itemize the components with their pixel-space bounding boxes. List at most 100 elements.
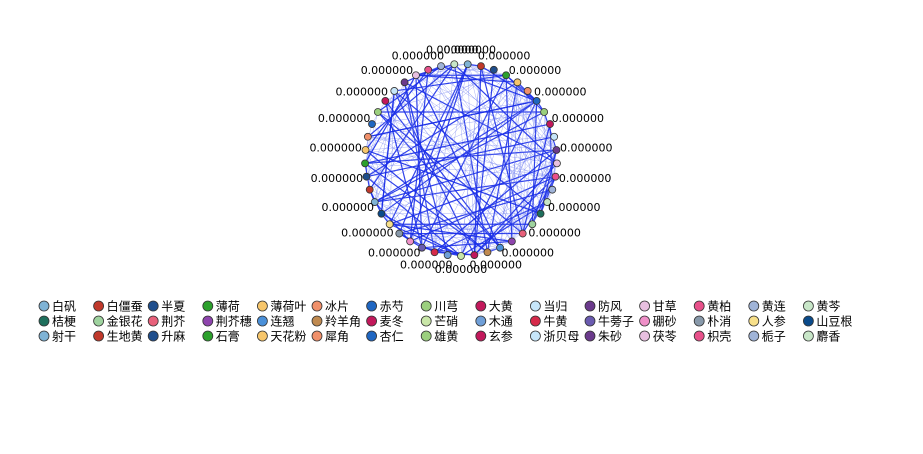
node-label: 0.000000: [400, 259, 453, 272]
node: [496, 243, 504, 252]
edge: [364, 123, 551, 164]
edge: [440, 65, 556, 177]
edge: [467, 64, 557, 151]
node: [370, 198, 379, 206]
node: [518, 229, 527, 238]
edge: [409, 90, 528, 242]
node: [437, 62, 445, 70]
legend-marker: [366, 330, 378, 342]
node: [406, 237, 415, 246]
legend-marker: [693, 315, 705, 327]
edge: [367, 111, 545, 138]
legend-marker: [256, 315, 268, 327]
edges: [364, 63, 558, 257]
node-label: 0.000000: [548, 201, 601, 214]
edge: [447, 201, 548, 256]
legend-label: 大黄: [489, 300, 513, 314]
edge: [434, 82, 518, 253]
edge: [467, 64, 555, 137]
edge: [421, 136, 555, 248]
edge: [380, 90, 395, 214]
edge: [364, 82, 405, 164]
legend-marker: [693, 300, 705, 312]
legend-marker: [420, 330, 432, 342]
edge: [365, 69, 494, 151]
legend-marker: [256, 330, 268, 342]
legend-label: 浙贝母: [543, 330, 579, 344]
legend-marker: [202, 300, 214, 312]
edge: [385, 100, 462, 257]
node: [477, 62, 485, 70]
node: [528, 220, 537, 229]
legend-label: 雄黄: [434, 329, 458, 344]
edge: [473, 66, 482, 256]
edge: [377, 111, 553, 190]
legend-label: 犀角: [325, 330, 349, 344]
edge: [364, 69, 494, 164]
legend-label: 桔梗: [52, 314, 76, 329]
node: [457, 252, 465, 260]
legend-label: 川芎: [434, 300, 458, 314]
legend-label: 木通: [489, 315, 513, 329]
node: [430, 248, 439, 257]
node-label: 0.000000: [534, 85, 587, 98]
legend-label: 升麻: [161, 329, 185, 344]
edge: [366, 176, 488, 253]
edge: [415, 75, 513, 242]
legend-label: 羚羊角: [325, 314, 361, 329]
legend-marker: [311, 315, 323, 327]
legend-label: 连翘: [270, 314, 294, 329]
legend-marker: [38, 300, 50, 312]
edge: [434, 149, 557, 253]
node: [450, 60, 459, 69]
legend-label: 芒硝: [434, 314, 458, 329]
edge: [403, 82, 449, 256]
legend-label: 朱砂: [598, 330, 622, 344]
edge: [367, 136, 556, 177]
node: [395, 229, 404, 238]
edge: [474, 241, 512, 256]
legend-marker: [639, 315, 650, 327]
legend-label: 半夏: [161, 300, 185, 314]
node: [377, 209, 386, 218]
edge: [415, 75, 557, 151]
legend-marker: [202, 315, 214, 327]
node: [373, 108, 382, 116]
node: [513, 78, 522, 87]
legend-marker: [420, 315, 432, 327]
node-label: 0.000000: [361, 64, 414, 77]
node: [368, 120, 376, 128]
node: [489, 65, 498, 74]
edge: [377, 111, 501, 249]
node-label: 0.000000: [552, 112, 605, 125]
edge: [460, 123, 551, 257]
node: [390, 87, 399, 95]
edge: [511, 149, 557, 242]
legend-label: 白僵蚕: [107, 299, 143, 314]
legend-label: 冰片: [325, 300, 349, 314]
legend-label: 朴消: [707, 314, 731, 329]
legend-marker: [530, 330, 541, 342]
node: [540, 108, 549, 116]
legend-label: 黄芩: [816, 300, 840, 314]
legend-marker: [584, 330, 596, 342]
edge: [365, 69, 429, 151]
node: [483, 248, 492, 257]
legend-label: 金银花: [107, 314, 143, 329]
edge: [365, 149, 556, 177]
edge: [374, 90, 395, 203]
edge: [522, 90, 528, 234]
legend-marker: [748, 300, 760, 312]
legend-label: 黄柏: [707, 299, 731, 314]
node-label: 0.000000: [368, 246, 421, 259]
edge: [377, 65, 442, 113]
node: [365, 185, 374, 194]
node-label: 0.000000: [341, 227, 394, 240]
edge: [460, 82, 518, 257]
node: [470, 251, 479, 259]
node: [361, 146, 370, 154]
edge: [409, 64, 469, 242]
legend-label: 当归: [543, 300, 567, 314]
